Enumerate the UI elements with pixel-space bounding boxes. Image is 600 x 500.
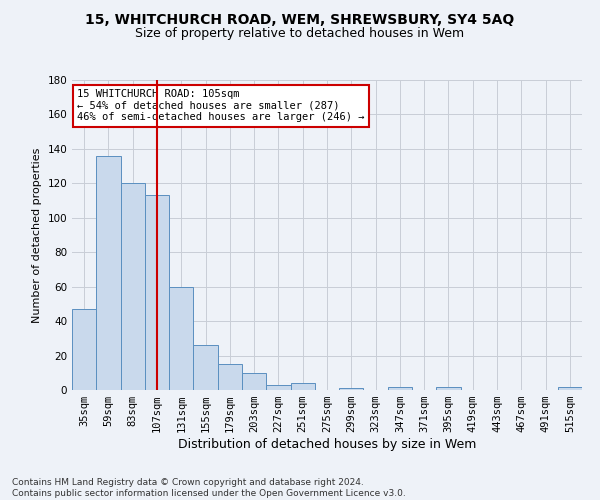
Bar [218,364,242,390]
Bar [121,184,145,390]
Y-axis label: Number of detached properties: Number of detached properties [32,148,42,322]
Bar [290,383,315,390]
Bar [266,385,290,390]
Text: Size of property relative to detached houses in Wem: Size of property relative to detached ho… [136,28,464,40]
Bar [388,386,412,390]
Bar [339,388,364,390]
Bar [242,373,266,390]
X-axis label: Distribution of detached houses by size in Wem: Distribution of detached houses by size … [178,438,476,451]
Bar [558,386,582,390]
Bar [436,386,461,390]
Bar [96,156,121,390]
Bar [169,286,193,390]
Bar [72,309,96,390]
Bar [145,196,169,390]
Bar [193,345,218,390]
Text: Contains HM Land Registry data © Crown copyright and database right 2024.
Contai: Contains HM Land Registry data © Crown c… [12,478,406,498]
Text: 15 WHITCHURCH ROAD: 105sqm
← 54% of detached houses are smaller (287)
46% of sem: 15 WHITCHURCH ROAD: 105sqm ← 54% of deta… [77,90,365,122]
Text: 15, WHITCHURCH ROAD, WEM, SHREWSBURY, SY4 5AQ: 15, WHITCHURCH ROAD, WEM, SHREWSBURY, SY… [85,12,515,26]
